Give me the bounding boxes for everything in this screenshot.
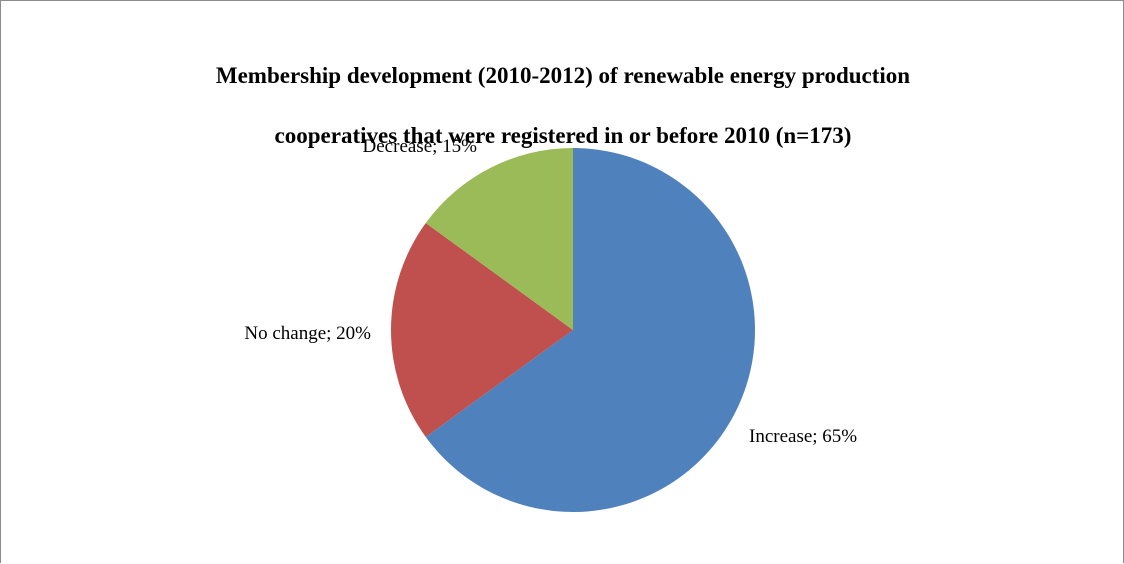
chart-title: Membership development (2010-2012) of re… bbox=[1, 31, 1124, 151]
pie-label-no-change: No change; 20% bbox=[244, 323, 371, 344]
chart-title-line-1: Membership development (2010-2012) of re… bbox=[215, 63, 911, 88]
pie-slice-increase bbox=[425, 148, 755, 513]
pie-label-decrease: Decrease; 15% bbox=[363, 136, 478, 157]
pie-labels: Increase; 65% No change; 20% Decrease; 15% bbox=[244, 136, 857, 447]
chart-title-line-2: cooperatives that were registered in or … bbox=[274, 123, 852, 148]
pie-slice-no-change bbox=[390, 223, 573, 437]
pie-slices bbox=[390, 148, 755, 513]
pie-slice-decrease bbox=[425, 148, 573, 330]
pie-label-increase: Increase; 65% bbox=[749, 426, 857, 447]
